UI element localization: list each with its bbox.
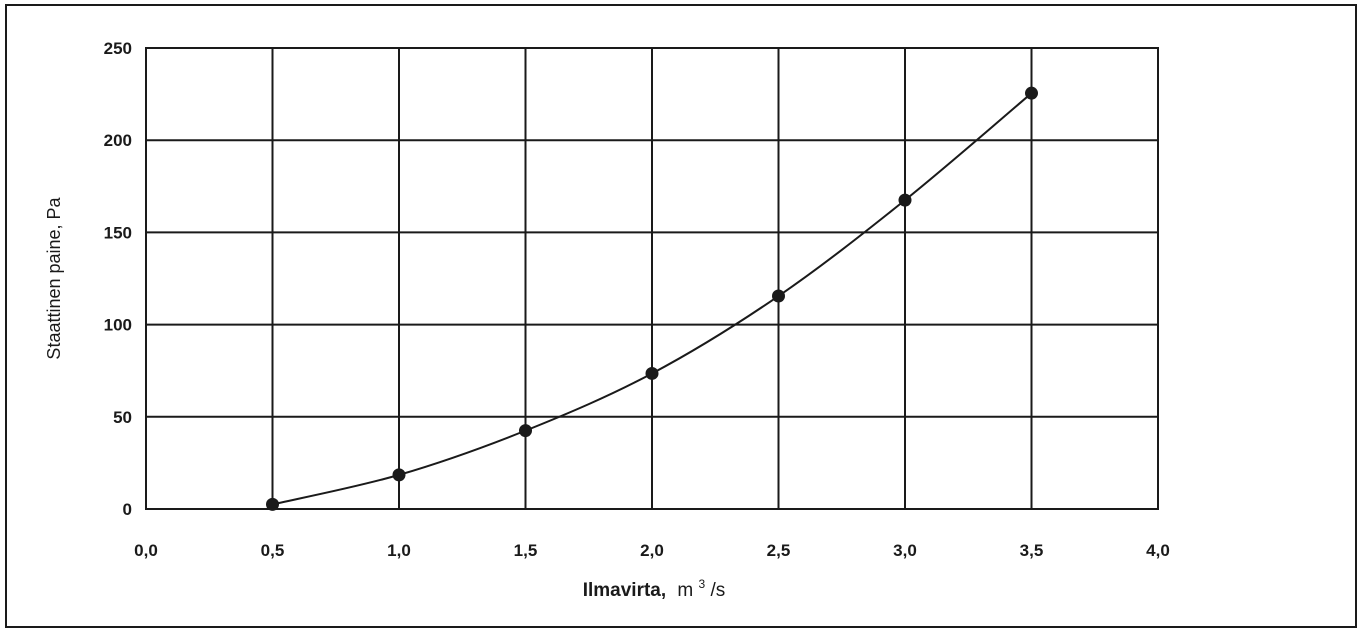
data-point bbox=[772, 289, 785, 303]
x-axis-label-tail: /s bbox=[711, 580, 726, 601]
y-axis-label: Staattinen paine, Pa bbox=[44, 196, 64, 359]
x-tick-label: 1,0 bbox=[387, 541, 411, 560]
x-tick-label: 3,0 bbox=[893, 541, 917, 560]
x-tick-label: 3,5 bbox=[1020, 541, 1044, 560]
x-tick-labels: 0,0 0,5 1,0 1,5 2,0 2,5 3,0 3,5 4,0 bbox=[134, 541, 1170, 560]
y-tick-labels: 0 50 100 150 200 250 bbox=[104, 39, 132, 519]
y-tick-label: 100 bbox=[104, 316, 132, 335]
chart-frame: 0 50 100 150 200 250 0,0 0,5 1,0 1,5 2,0 2,5 3,0 3,5… bbox=[5, 4, 1357, 628]
x-tick-label: 0,5 bbox=[261, 541, 285, 560]
data-point bbox=[1025, 86, 1038, 100]
data-point bbox=[898, 193, 912, 207]
data-point bbox=[392, 468, 406, 482]
x-axis-label-unit: m bbox=[677, 580, 693, 601]
chart-svg: 0 50 100 150 200 250 0,0 0,5 1,0 1,5 2,0 2,5 3,0 3,5… bbox=[44, 39, 1170, 601]
data-point bbox=[519, 424, 532, 438]
y-tick-label: 0 bbox=[123, 500, 132, 519]
y-tick-label: 250 bbox=[104, 39, 132, 58]
y-tick-label: 50 bbox=[113, 408, 132, 427]
grid bbox=[145, 47, 1159, 510]
y-tick-label: 150 bbox=[104, 223, 132, 242]
x-tick-label: 4,0 bbox=[1146, 541, 1170, 560]
x-axis-label: Ilmavirta, m 3 /s bbox=[583, 572, 726, 601]
x-axis-label-main: Ilmavirta, bbox=[583, 580, 666, 601]
x-tick-label: 2,0 bbox=[640, 541, 664, 560]
data-point bbox=[645, 366, 659, 380]
series-group bbox=[266, 86, 1038, 511]
x-tick-label: 2,5 bbox=[767, 541, 791, 560]
data-point bbox=[266, 497, 279, 511]
y-tick-label: 200 bbox=[104, 131, 132, 150]
x-axis-label-sup: 3 bbox=[699, 577, 706, 591]
x-tick-label: 0,0 bbox=[134, 541, 158, 560]
plot-area bbox=[145, 47, 1159, 510]
x-tick-label: 1,5 bbox=[514, 541, 538, 560]
